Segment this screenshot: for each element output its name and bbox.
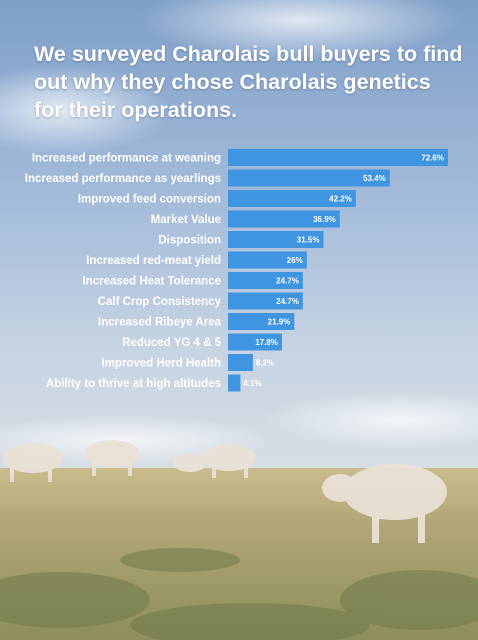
category-label: Increased performance as yearlings bbox=[25, 173, 221, 185]
data-label: 42.2% bbox=[329, 195, 352, 204]
category-label: Increased red-meat yield bbox=[86, 255, 221, 267]
category-label: Increased Ribeye Area bbox=[98, 317, 222, 329]
category-label: Disposition bbox=[158, 235, 221, 247]
bar bbox=[228, 292, 303, 310]
bar bbox=[228, 149, 448, 166]
category-label: Calf Crop Consistency bbox=[98, 296, 222, 308]
category-label: Ability to thrive at high altitudes bbox=[46, 378, 221, 390]
data-label: 31.5% bbox=[297, 236, 320, 245]
bar bbox=[228, 333, 282, 351]
bar bbox=[228, 169, 390, 187]
category-label: Increased Heat Tolerance bbox=[83, 276, 222, 288]
bar bbox=[228, 354, 253, 371]
data-label: 24.7% bbox=[276, 277, 299, 286]
category-label: Increased performance at weaning bbox=[32, 153, 221, 165]
bar bbox=[228, 231, 324, 248]
data-label: 8.2% bbox=[256, 359, 274, 368]
data-label: 36.9% bbox=[313, 215, 336, 224]
bar bbox=[228, 313, 295, 330]
category-label: Improved feed conversion bbox=[78, 194, 221, 206]
bar bbox=[228, 374, 241, 392]
bar bbox=[228, 190, 356, 207]
bar bbox=[228, 272, 303, 289]
bar bbox=[228, 210, 340, 228]
headline: We surveyed Charolais bull buyers to fin… bbox=[34, 42, 463, 122]
category-label: Improved Herd Health bbox=[102, 358, 222, 370]
data-label: 4.1% bbox=[243, 379, 261, 388]
bar bbox=[228, 251, 307, 269]
category-label: Market Value bbox=[151, 214, 221, 226]
data-label: 24.7% bbox=[276, 297, 299, 306]
data-label: 17.8% bbox=[255, 338, 278, 347]
data-label: 26% bbox=[287, 256, 303, 265]
data-label: 53.4% bbox=[363, 174, 386, 183]
bar-chart: Increased performance at weaning 72.6% Inc… bbox=[25, 149, 448, 392]
data-label: 72.6% bbox=[421, 154, 444, 163]
category-label: Reduced YG 4 & 5 bbox=[122, 337, 221, 349]
data-label: 21.9% bbox=[268, 318, 291, 327]
